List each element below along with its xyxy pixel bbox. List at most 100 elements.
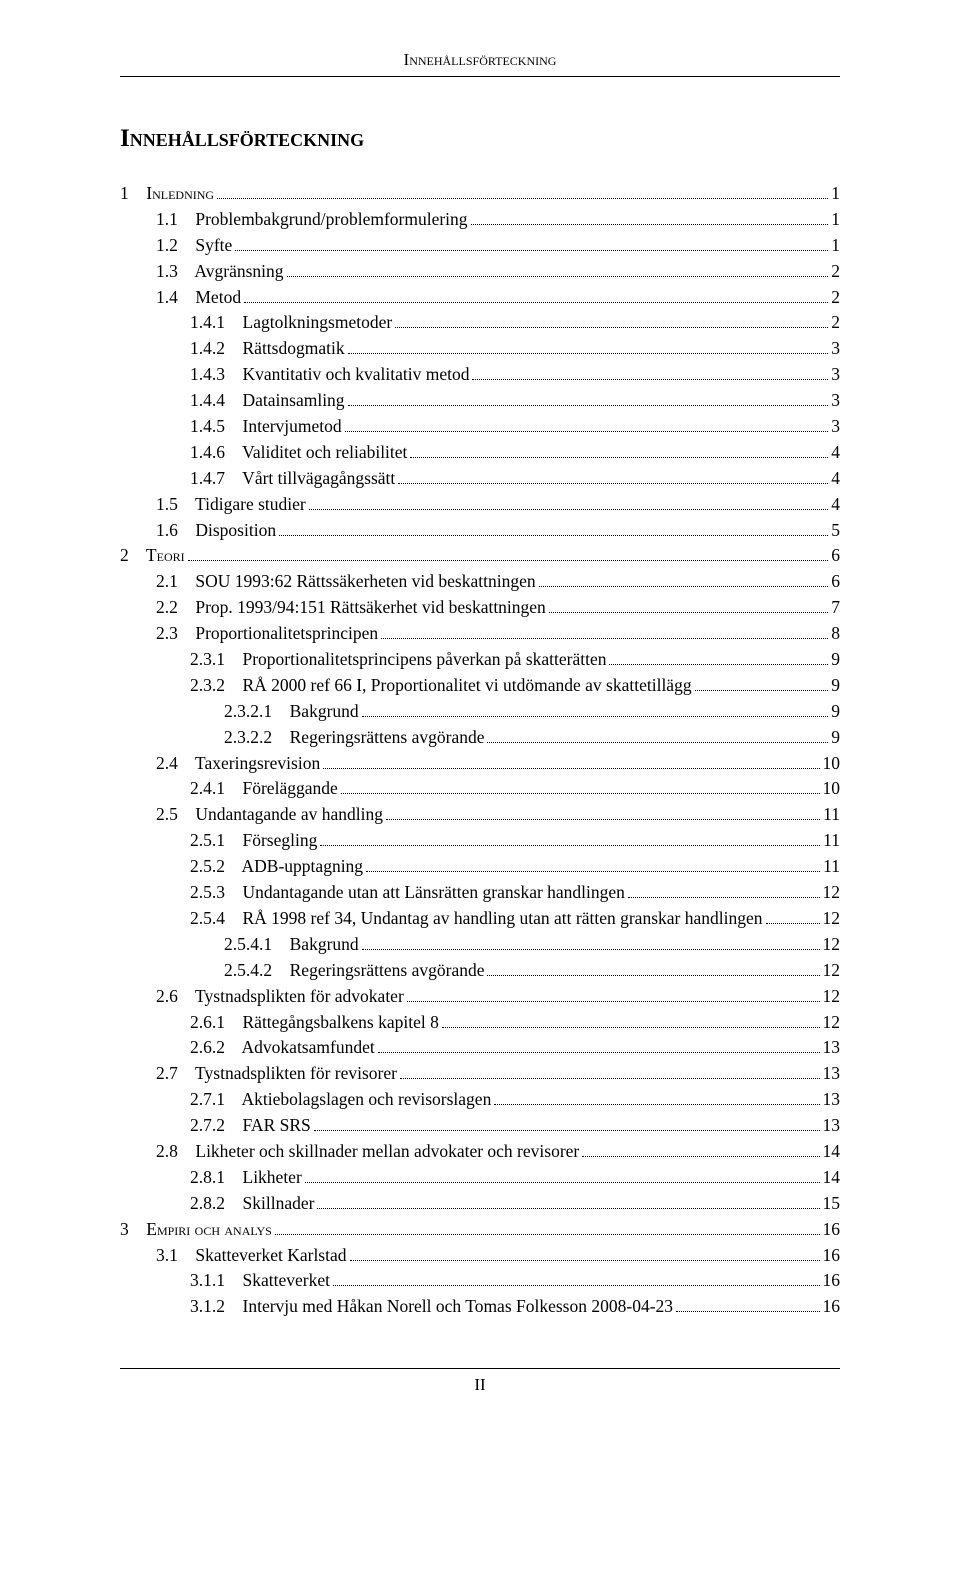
toc-entry: 2.8 Likheter och skillnader mellan advok…: [120, 1139, 840, 1165]
toc-entry-label: 1.4.7 Vårt tillvägagångssätt: [190, 466, 395, 492]
toc-entry-label: 3 Empiri och analys: [120, 1217, 272, 1243]
toc-entry-label: 2.3.2.2 Regeringsrättens avgörande: [224, 725, 484, 751]
toc-entry: 1.4.4 Datainsamling 3: [120, 388, 840, 414]
toc-entry-page: 1: [831, 233, 840, 259]
toc-entry-page: 13: [823, 1113, 841, 1139]
toc-entry: 1.5 Tidigare studier 4: [120, 492, 840, 518]
toc-entry-label: 2.3 Proportionalitetsprincipen: [156, 621, 378, 647]
toc-leader: [345, 431, 829, 432]
toc-entry-page: 11: [823, 828, 840, 854]
toc-leader: [487, 975, 819, 976]
toc-entry: 2.8.2 Skillnader 15: [120, 1191, 840, 1217]
toc-leader: [348, 405, 829, 406]
toc-entry-page: 11: [823, 802, 840, 828]
toc-leader: [628, 897, 820, 898]
toc-leader: [314, 1130, 820, 1131]
toc-entry: 1.6 Disposition 5: [120, 518, 840, 544]
toc-entry-label: 2.4 Taxeringsrevision: [156, 751, 320, 777]
toc-leader: [244, 302, 828, 303]
toc-entry-label: 1 Inledning: [120, 181, 214, 207]
toc-entry: 2.6.1 Rättegångsbalkens kapitel 8 12: [120, 1010, 840, 1036]
toc-entry-label: 1.4.5 Intervjumetod: [190, 414, 342, 440]
toc-entry-page: 3: [831, 362, 840, 388]
toc-entry-label: 3.1 Skatteverket Karlstad: [156, 1243, 347, 1269]
toc-entry-page: 12: [823, 984, 841, 1010]
toc-leader: [317, 1208, 819, 1209]
toc-entry: 2.4 Taxeringsrevision 10: [120, 751, 840, 777]
toc-leader: [395, 327, 828, 328]
toc-leader: [362, 949, 820, 950]
toc-entry-page: 13: [823, 1035, 841, 1061]
toc-entry-page: 9: [831, 647, 840, 673]
toc-entry-label: 2.6 Tystnadsplikten för advokater: [156, 984, 404, 1010]
toc-entry-page: 12: [823, 1010, 841, 1036]
toc-entry-label: 2.3.2 RÅ 2000 ref 66 I, Proportionalitet…: [190, 673, 692, 699]
toc-leader: [362, 716, 829, 717]
toc-entry-page: 3: [831, 414, 840, 440]
toc-entry: 2.5.3 Undantagande utan att Länsrätten g…: [120, 880, 840, 906]
toc-entry-page: 10: [823, 776, 841, 802]
toc-leader: [494, 1104, 819, 1105]
toc-entry: 1.4.1 Lagtolkningsmetoder 2: [120, 310, 840, 336]
toc-entry: 2.5 Undantagande av handling 11: [120, 802, 840, 828]
toc-entry-label: 1.4.3 Kvantitativ och kvalitativ metod: [190, 362, 469, 388]
toc-entry-label: 2.5.1 Försegling: [190, 828, 317, 854]
toc-entry-label: 2.8.1 Likheter: [190, 1165, 302, 1191]
toc-entry: 1.1 Problembakgrund/problemformulering 1: [120, 207, 840, 233]
toc-entry: 3 Empiri och analys 16: [120, 1217, 840, 1243]
toc-entry: 2.5.2 ADB-upptagning 11: [120, 854, 840, 880]
running-head: Innehållsförteckning: [120, 50, 840, 70]
toc-entry-page: 9: [831, 725, 840, 751]
toc-entry-page: 9: [831, 699, 840, 725]
toc-entry-label: 1.4 Metod: [156, 285, 241, 311]
toc-entry-page: 11: [823, 854, 840, 880]
toc-entry-page: 16: [823, 1243, 841, 1269]
toc-leader: [410, 457, 828, 458]
toc-entry-label: 1.4.6 Validitet och reliabilitet: [190, 440, 407, 466]
toc-entry-page: 6: [831, 543, 840, 569]
toc-entry-label: 2.2 Prop. 1993/94:151 Rättsäkerhet vid b…: [156, 595, 546, 621]
toc-entry: 2.5.1 Försegling 11: [120, 828, 840, 854]
toc-entry: 1.4.3 Kvantitativ och kvalitativ metod 3: [120, 362, 840, 388]
toc-leader: [471, 224, 829, 225]
toc-leader: [407, 1001, 820, 1002]
toc-entry: 2.3.2.1 Bakgrund 9: [120, 699, 840, 725]
toc-entry: 2.3.2 RÅ 2000 ref 66 I, Proportionalitet…: [120, 673, 840, 699]
toc-entry-label: 2.6.2 Advokatsamfundet: [190, 1035, 375, 1061]
toc-entry-page: 4: [831, 440, 840, 466]
toc-entry-label: 2.5.4 RÅ 1998 ref 34, Undantag av handli…: [190, 906, 763, 932]
toc-entry-page: 2: [831, 259, 840, 285]
page-number: II: [120, 1375, 840, 1395]
toc-container: 1 Inledning 11.1 Problembakgrund/problem…: [120, 181, 840, 1320]
toc-leader: [487, 742, 828, 743]
toc-entry-page: 1: [831, 181, 840, 207]
toc-entry-label: 1.5 Tidigare studier: [156, 492, 306, 518]
toc-entry-label: 1.1 Problembakgrund/problemformulering: [156, 207, 468, 233]
toc-entry-page: 7: [831, 595, 840, 621]
toc-entry-page: 8: [831, 621, 840, 647]
toc-leader: [582, 1156, 819, 1157]
toc-entry-page: 12: [823, 880, 841, 906]
toc-leader: [350, 1260, 820, 1261]
toc-leader: [398, 483, 828, 484]
toc-entry-page: 12: [823, 932, 841, 958]
toc-entry-page: 9: [831, 673, 840, 699]
toc-entry-label: 2.4.1 Föreläggande: [190, 776, 338, 802]
toc-entry: 2.7.1 Aktiebolagslagen och revisorslagen…: [120, 1087, 840, 1113]
toc-entry-label: 2.5 Undantagande av handling: [156, 802, 383, 828]
toc-entry-label: 1.3 Avgränsning: [156, 259, 284, 285]
toc-leader: [235, 250, 828, 251]
toc-entry: 1.4.6 Validitet och reliabilitet 4: [120, 440, 840, 466]
toc-entry-page: 13: [823, 1061, 841, 1087]
toc-entry: 2 Teori 6: [120, 543, 840, 569]
toc-entry-label: 2.5.4.1 Bakgrund: [224, 932, 359, 958]
toc-entry-label: 1.6 Disposition: [156, 518, 276, 544]
toc-leader: [348, 353, 829, 354]
toc-entry-page: 16: [823, 1217, 841, 1243]
toc-entry-page: 2: [831, 285, 840, 311]
toc-entry-page: 4: [831, 466, 840, 492]
toc-entry-page: 1: [831, 207, 840, 233]
toc-entry: 2.7 Tystnadsplikten för revisorer 13: [120, 1061, 840, 1087]
toc-leader: [188, 560, 829, 561]
toc-leader: [766, 923, 820, 924]
